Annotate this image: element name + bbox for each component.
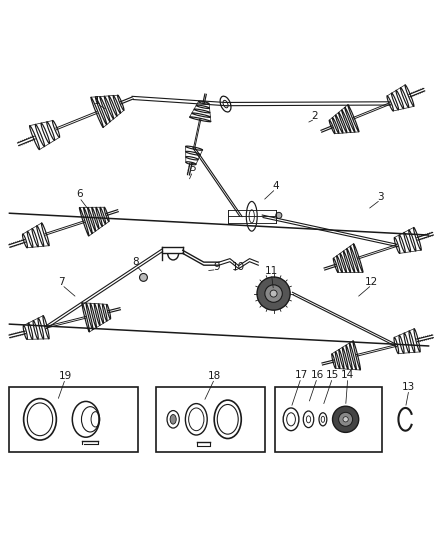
Ellipse shape [170,415,176,424]
Circle shape [343,417,348,422]
Circle shape [265,285,283,302]
Text: 13: 13 [402,382,416,392]
Circle shape [140,273,148,281]
Text: 3: 3 [377,192,384,201]
Circle shape [339,413,353,426]
Text: 4: 4 [272,181,279,191]
Bar [10,387,138,452]
Text: 18: 18 [208,370,221,381]
Text: 12: 12 [365,277,378,287]
Circle shape [332,406,359,432]
Text: 16: 16 [311,370,324,380]
Text: 11: 11 [265,266,278,276]
Text: 14: 14 [341,370,354,380]
Text: 19: 19 [59,370,72,381]
Text: 1: 1 [93,95,100,106]
Text: 9: 9 [213,262,220,271]
Bar [155,387,265,452]
Text: 17: 17 [294,370,308,380]
Text: 8: 8 [133,257,139,267]
Circle shape [257,277,290,310]
Bar [275,387,382,452]
Text: 10: 10 [232,262,245,271]
Text: 7: 7 [59,277,65,287]
Text: 2: 2 [312,111,318,121]
Circle shape [276,212,282,219]
Circle shape [270,290,277,297]
Text: 5: 5 [190,163,196,173]
Text: 6: 6 [76,189,83,199]
Text: 15: 15 [326,370,339,380]
